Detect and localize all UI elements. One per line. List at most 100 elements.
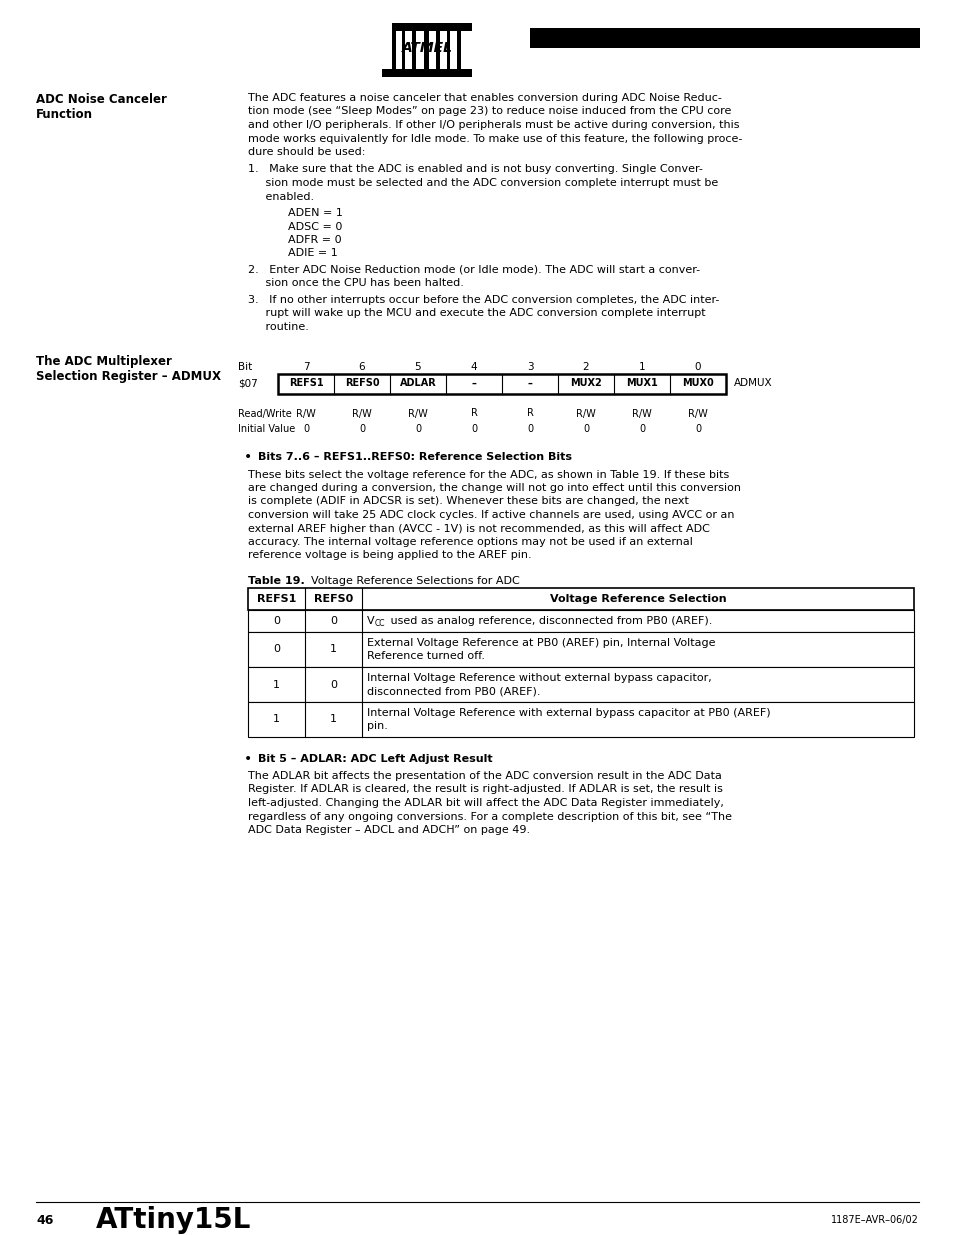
Text: ADC Data Register – ADCL and ADCH” on page 49.: ADC Data Register – ADCL and ADCH” on pa… <box>248 825 530 835</box>
Text: 3.   If no other interrupts occur before the ADC conversion completes, the ADC i: 3. If no other interrupts occur before t… <box>248 295 719 305</box>
Text: 0: 0 <box>415 425 420 435</box>
Text: Bit 5 – ADLAR: ADC Left Adjust Result: Bit 5 – ADLAR: ADC Left Adjust Result <box>257 755 492 764</box>
Text: •: • <box>244 752 252 766</box>
Text: 0: 0 <box>582 425 588 435</box>
Text: MUX1: MUX1 <box>625 378 658 389</box>
Text: is complete (ADIF in ADCSR is set). Whenever these bits are changed, the next: is complete (ADIF in ADCSR is set). When… <box>248 496 688 506</box>
Text: Internal Voltage Reference with external bypass capacitor at PB0 (AREF): Internal Voltage Reference with external… <box>367 708 770 718</box>
Text: ATMEL: ATMEL <box>401 41 452 56</box>
Text: R: R <box>526 409 533 419</box>
Text: Register. If ADLAR is cleared, the result is right-adjusted. If ADLAR is set, th: Register. If ADLAR is cleared, the resul… <box>248 784 722 794</box>
Bar <box>248 632 913 667</box>
Text: Bit: Bit <box>237 362 252 372</box>
Text: CC: CC <box>375 620 385 629</box>
Text: R/W: R/W <box>408 409 428 419</box>
Text: Table 19.: Table 19. <box>248 576 304 585</box>
Text: •: • <box>244 451 252 464</box>
Text: 4: 4 <box>470 362 476 372</box>
Text: ATtiny15L: ATtiny15L <box>96 1207 251 1234</box>
Text: 0: 0 <box>639 425 644 435</box>
Text: REFS0: REFS0 <box>344 378 379 389</box>
Text: Reference turned off.: Reference turned off. <box>367 651 484 661</box>
Text: reference voltage is being applied to the AREF pin.: reference voltage is being applied to th… <box>248 551 531 561</box>
Text: 0: 0 <box>471 425 476 435</box>
Text: routine.: routine. <box>248 322 309 332</box>
Text: 1: 1 <box>330 715 336 725</box>
Bar <box>248 667 913 701</box>
Text: 1: 1 <box>273 679 280 689</box>
Text: R/W: R/W <box>687 409 707 419</box>
Text: 46: 46 <box>36 1214 53 1226</box>
Text: 0: 0 <box>273 645 280 655</box>
Text: 3: 3 <box>526 362 533 372</box>
Text: Voltage Reference Selection: Voltage Reference Selection <box>549 594 725 604</box>
Text: 2: 2 <box>582 362 589 372</box>
Text: V: V <box>367 616 375 626</box>
Text: 1187E–AVR–06/02: 1187E–AVR–06/02 <box>830 1215 918 1225</box>
Text: These bits select the voltage reference for the ADC, as shown in Table 19. If th: These bits select the voltage reference … <box>248 469 728 479</box>
Text: Function: Function <box>36 107 92 121</box>
Text: R: R <box>470 409 476 419</box>
Text: R/W: R/W <box>576 409 596 419</box>
Text: and other I/O peripherals. If other I/O peripherals must be active during conver: and other I/O peripherals. If other I/O … <box>248 120 739 130</box>
Bar <box>447 23 450 69</box>
Text: ADEN = 1: ADEN = 1 <box>288 207 342 219</box>
Text: disconnected from PB0 (AREF).: disconnected from PB0 (AREF). <box>367 687 540 697</box>
Bar <box>381 69 472 77</box>
Text: External Voltage Reference at PB0 (AREF) pin, Internal Voltage: External Voltage Reference at PB0 (AREF)… <box>367 637 715 647</box>
Text: conversion will take 25 ADC clock cycles. If active channels are used, using AVC: conversion will take 25 ADC clock cycles… <box>248 510 734 520</box>
Bar <box>401 23 405 69</box>
Text: ADMUX: ADMUX <box>733 378 772 389</box>
Text: Internal Voltage Reference without external bypass capacitor,: Internal Voltage Reference without exter… <box>367 673 711 683</box>
Text: REFS0: REFS0 <box>314 594 353 604</box>
Bar <box>412 23 416 69</box>
Text: The ADC Multiplexer: The ADC Multiplexer <box>36 356 172 368</box>
Text: –: – <box>527 378 532 389</box>
Text: pin.: pin. <box>367 721 388 731</box>
Text: 0: 0 <box>273 616 280 626</box>
Text: ADFR = 0: ADFR = 0 <box>288 235 341 245</box>
Text: REFS1: REFS1 <box>289 378 323 389</box>
Text: tion mode (see “Sleep Modes” on page 23) to reduce noise induced from the CPU co: tion mode (see “Sleep Modes” on page 23)… <box>248 106 731 116</box>
Text: The ADC features a noise canceler that enables conversion during ADC Noise Reduc: The ADC features a noise canceler that e… <box>248 93 721 103</box>
Text: 0: 0 <box>330 616 336 626</box>
Text: external AREF higher than (AVCC - 1V) is not recommended, as this will affect AD: external AREF higher than (AVCC - 1V) is… <box>248 524 709 534</box>
Bar <box>423 23 429 69</box>
Text: 5: 5 <box>415 362 421 372</box>
Text: ADLAR: ADLAR <box>399 378 436 389</box>
Text: mode works equivalently for Idle mode. To make use of this feature, the followin: mode works equivalently for Idle mode. T… <box>248 133 741 143</box>
Text: REFS1: REFS1 <box>256 594 295 604</box>
Text: $07: $07 <box>237 378 257 389</box>
Text: 1: 1 <box>273 715 280 725</box>
Text: sion mode must be selected and the ADC conversion complete interrupt must be: sion mode must be selected and the ADC c… <box>248 178 718 188</box>
Text: 0: 0 <box>694 362 700 372</box>
Text: 0: 0 <box>303 425 309 435</box>
Text: are changed during a conversion, the change will not go into effect until this c: are changed during a conversion, the cha… <box>248 483 740 493</box>
Bar <box>456 23 460 69</box>
Text: R/W: R/W <box>352 409 372 419</box>
Text: MUX2: MUX2 <box>570 378 601 389</box>
Text: Voltage Reference Selections for ADC: Voltage Reference Selections for ADC <box>304 576 519 585</box>
Text: sion once the CPU has been halted.: sion once the CPU has been halted. <box>248 279 463 289</box>
Text: regardless of any ongoing conversions. For a complete description of this bit, s: regardless of any ongoing conversions. F… <box>248 811 731 821</box>
Text: 1: 1 <box>330 645 336 655</box>
Text: 6: 6 <box>358 362 365 372</box>
Text: 0: 0 <box>526 425 533 435</box>
Bar <box>248 588 913 610</box>
Bar <box>392 23 395 69</box>
Text: 0: 0 <box>358 425 365 435</box>
Text: ADIE = 1: ADIE = 1 <box>288 248 337 258</box>
Text: accuracy. The internal voltage reference options may not be used if an external: accuracy. The internal voltage reference… <box>248 537 692 547</box>
Text: dure should be used:: dure should be used: <box>248 147 365 157</box>
Polygon shape <box>392 23 472 31</box>
Text: rupt will wake up the MCU and execute the ADC conversion complete interrupt: rupt will wake up the MCU and execute th… <box>248 309 705 319</box>
Text: used as analog reference, disconnected from PB0 (AREF).: used as analog reference, disconnected f… <box>387 616 712 626</box>
Text: ADC Noise Canceler: ADC Noise Canceler <box>36 93 167 106</box>
Text: –: – <box>471 378 476 389</box>
Text: Bits 7..6 – REFS1..REFS0: Reference Selection Bits: Bits 7..6 – REFS1..REFS0: Reference Sele… <box>257 452 572 462</box>
Bar <box>530 28 919 48</box>
Text: MUX0: MUX0 <box>681 378 713 389</box>
Text: 0: 0 <box>694 425 700 435</box>
Text: R/W: R/W <box>632 409 651 419</box>
Bar <box>248 701 913 737</box>
